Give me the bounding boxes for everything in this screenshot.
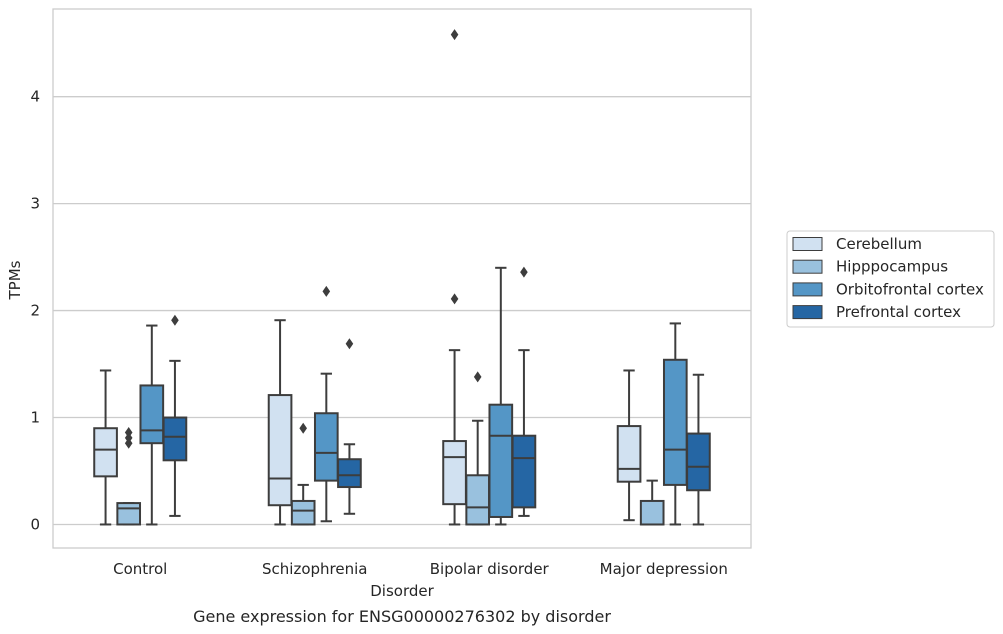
figure-caption: Gene expression for ENSG00000276302 by d… [193,607,611,626]
plot-frame [52,8,752,549]
x-tick-label: Schizophrenia [262,560,367,578]
box-body [290,499,316,526]
box-body [686,432,711,492]
box-body [337,458,362,489]
box-body [511,434,537,509]
box-group [442,29,467,526]
y-tick-label: 3 [30,195,40,213]
outlier-point [450,29,459,41]
x-tick-label: Major depression [600,560,728,578]
boxes [93,29,711,526]
box-body [488,403,514,518]
y-tick-label: 2 [30,302,40,320]
outlier-point [299,422,307,434]
legend-swatch [792,259,823,274]
y-tick-label: 4 [30,88,40,106]
box-group [313,285,339,523]
box-body [139,384,165,445]
x-axis-title: Disorder [370,582,434,600]
box-body [616,425,642,483]
outlier-point [473,371,482,383]
legend-swatch [792,282,823,297]
box-body [465,474,491,526]
legend-frame [786,230,995,328]
y-tick-label: 0 [30,515,40,533]
box-group [139,324,165,526]
outlier-point [450,293,459,305]
legend-label: Prefrontal cortex [836,303,961,321]
box-body [662,358,688,486]
box-group [337,338,362,515]
box-group [93,369,118,526]
box-group [686,373,711,526]
box-body [93,427,118,478]
y-tick-labels: 0 1 2 3 4 [30,88,40,534]
box-group [290,422,316,526]
legend-label: Cerebellum [836,235,922,253]
legend-label: Orbitofrontal cortex [836,280,984,298]
box-group [662,322,688,526]
legend-swatch [792,237,823,251]
box-group [639,479,665,526]
box-body [162,416,188,462]
x-tick-label: Bipolar disorder [430,560,550,578]
x-tick-label: Control [113,560,167,578]
legend-label: Hipppocampus [836,258,948,276]
legend-swatch [792,305,823,320]
box-body [116,502,142,526]
outlier-point [124,427,133,438]
legend: Cerebellum Hipppocampus Orbitofrontal cort… [786,230,995,328]
box-group [162,314,188,517]
box-body [442,440,467,506]
box-body [639,499,665,526]
box-group [616,369,642,522]
box-group [465,371,491,526]
box-group [267,319,293,526]
box-group [116,427,142,526]
x-tick-labels: Control Schizophrenia Bipolar disorder Majo… [113,560,728,578]
box-body [267,394,293,507]
outlier-point [345,338,354,350]
outlier-point [171,314,179,326]
y-axis-title: TPMs [6,260,24,300]
box-body [313,412,339,482]
y-tick-label: 1 [30,409,40,427]
outlier-point [322,285,331,297]
outlier-point [520,266,528,278]
box-group [511,266,537,517]
